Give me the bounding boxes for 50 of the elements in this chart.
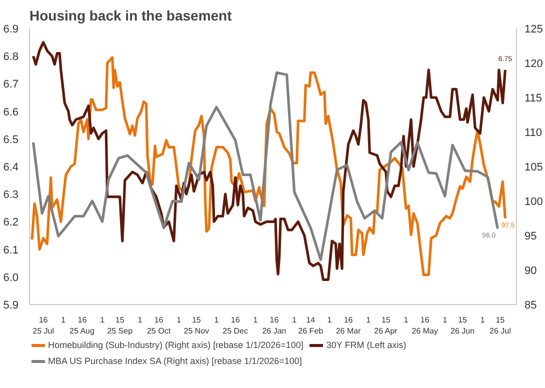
x-tick-label: 16 25 Jul — [32, 316, 54, 336]
x-tick-label: 16 26 May — [412, 316, 438, 336]
y-tick-label: 6.8 — [3, 51, 19, 64]
x-tick-label: 16 26 Mar — [336, 316, 362, 336]
x-tick-label: 16 25 Aug — [70, 316, 94, 336]
x-tick-label: 1 — [214, 316, 220, 324]
x-tick-label: 15 26 Apr — [374, 316, 398, 336]
x-tick-label: 15 25 Nov — [184, 316, 210, 336]
y2-tick-label: 125 — [524, 24, 543, 36]
y2-tick-label: 115 — [524, 92, 542, 104]
x-tick-label: 1 — [327, 316, 332, 324]
x-tick-label: 1 — [253, 316, 258, 324]
y2-tick-label: 95 — [524, 230, 537, 242]
y-tick-label: 6.3 — [3, 189, 19, 202]
y-tick-label: 6.1 — [3, 244, 19, 256]
y2-tick-label: 120 — [524, 58, 543, 70]
y-tick-label: 6.0 — [3, 272, 19, 284]
x-tick-label: 1 — [100, 316, 106, 324]
y2-tick-label: 110 — [524, 127, 542, 139]
y-tick-label: 6.7 — [3, 78, 19, 91]
x-tick-label: 16 26 Jan — [262, 316, 286, 336]
x-tick-label: 1 — [176, 316, 182, 324]
x-tick-label: 1 — [138, 316, 143, 324]
x-tick-label: 16 25 Dec — [222, 316, 248, 336]
x-tick-label: 15 26 Jul — [490, 316, 512, 336]
x-tick-label: 14 26 Feb — [298, 316, 324, 336]
x-tick-label: 1 — [480, 316, 486, 324]
y-tick-label: 6.6 — [3, 106, 19, 118]
line-series — [32, 71, 499, 261]
x-tick-label: 1 — [442, 316, 448, 324]
legend-label: MBA US Purchase Index SA (Right axis) [rebase 1/1/2026=100] — [48, 356, 302, 366]
x-tick-label: 1 — [366, 316, 372, 324]
y-tick-label: 6.2 — [3, 216, 19, 229]
legend-label: 30Y FRM (Left axis) — [326, 340, 406, 350]
y2-tick-label: 85 — [524, 300, 537, 312]
y-tick-label: 6.9 — [3, 24, 19, 36]
x-tick-label: 1 — [404, 316, 409, 324]
y2-tick-label: 90 — [524, 265, 537, 277]
x-tick-label: 15 25 Sep — [107, 316, 134, 336]
x-tick-label: 16 25 Oct — [147, 316, 172, 336]
y-tick-label: 5.9 — [3, 300, 19, 312]
x-tick-label: 1 — [292, 316, 298, 324]
chart-title: Housing back in the basement — [30, 8, 232, 24]
x-tick-label: 15 26 Jun — [450, 316, 475, 336]
y-tick-label: 6.4 — [3, 162, 19, 174]
y2-tick-label: 105 — [524, 162, 543, 174]
y2-tick-label: 100 — [524, 196, 543, 208]
y-tick-label: 6.5 — [3, 134, 19, 146]
legend-label: Homebuilding (Sub-Industry) (Right axis) [rebase 1/1/2026=100] — [48, 340, 304, 350]
x-tick-label: 1 — [61, 316, 66, 324]
